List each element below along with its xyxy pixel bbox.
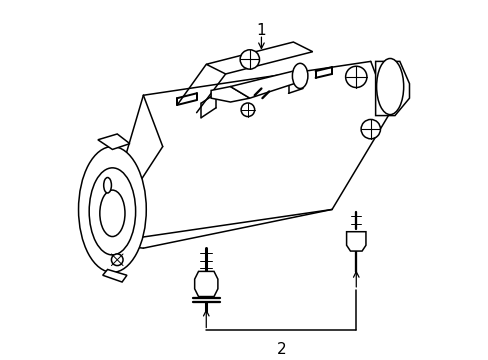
- Circle shape: [360, 120, 380, 139]
- Text: 2: 2: [276, 342, 285, 357]
- Circle shape: [240, 50, 259, 69]
- Polygon shape: [102, 269, 127, 282]
- Polygon shape: [98, 134, 129, 149]
- Ellipse shape: [79, 147, 146, 273]
- Ellipse shape: [103, 177, 111, 193]
- Circle shape: [345, 66, 366, 87]
- Polygon shape: [194, 271, 218, 297]
- Ellipse shape: [376, 58, 403, 114]
- Circle shape: [111, 254, 123, 266]
- Ellipse shape: [292, 63, 307, 89]
- Polygon shape: [211, 86, 249, 102]
- Text: 1: 1: [256, 23, 265, 38]
- Ellipse shape: [100, 190, 125, 237]
- Polygon shape: [230, 71, 303, 98]
- Circle shape: [241, 103, 254, 117]
- Polygon shape: [346, 232, 365, 251]
- Polygon shape: [375, 62, 408, 116]
- Ellipse shape: [89, 168, 135, 255]
- Polygon shape: [206, 42, 312, 74]
